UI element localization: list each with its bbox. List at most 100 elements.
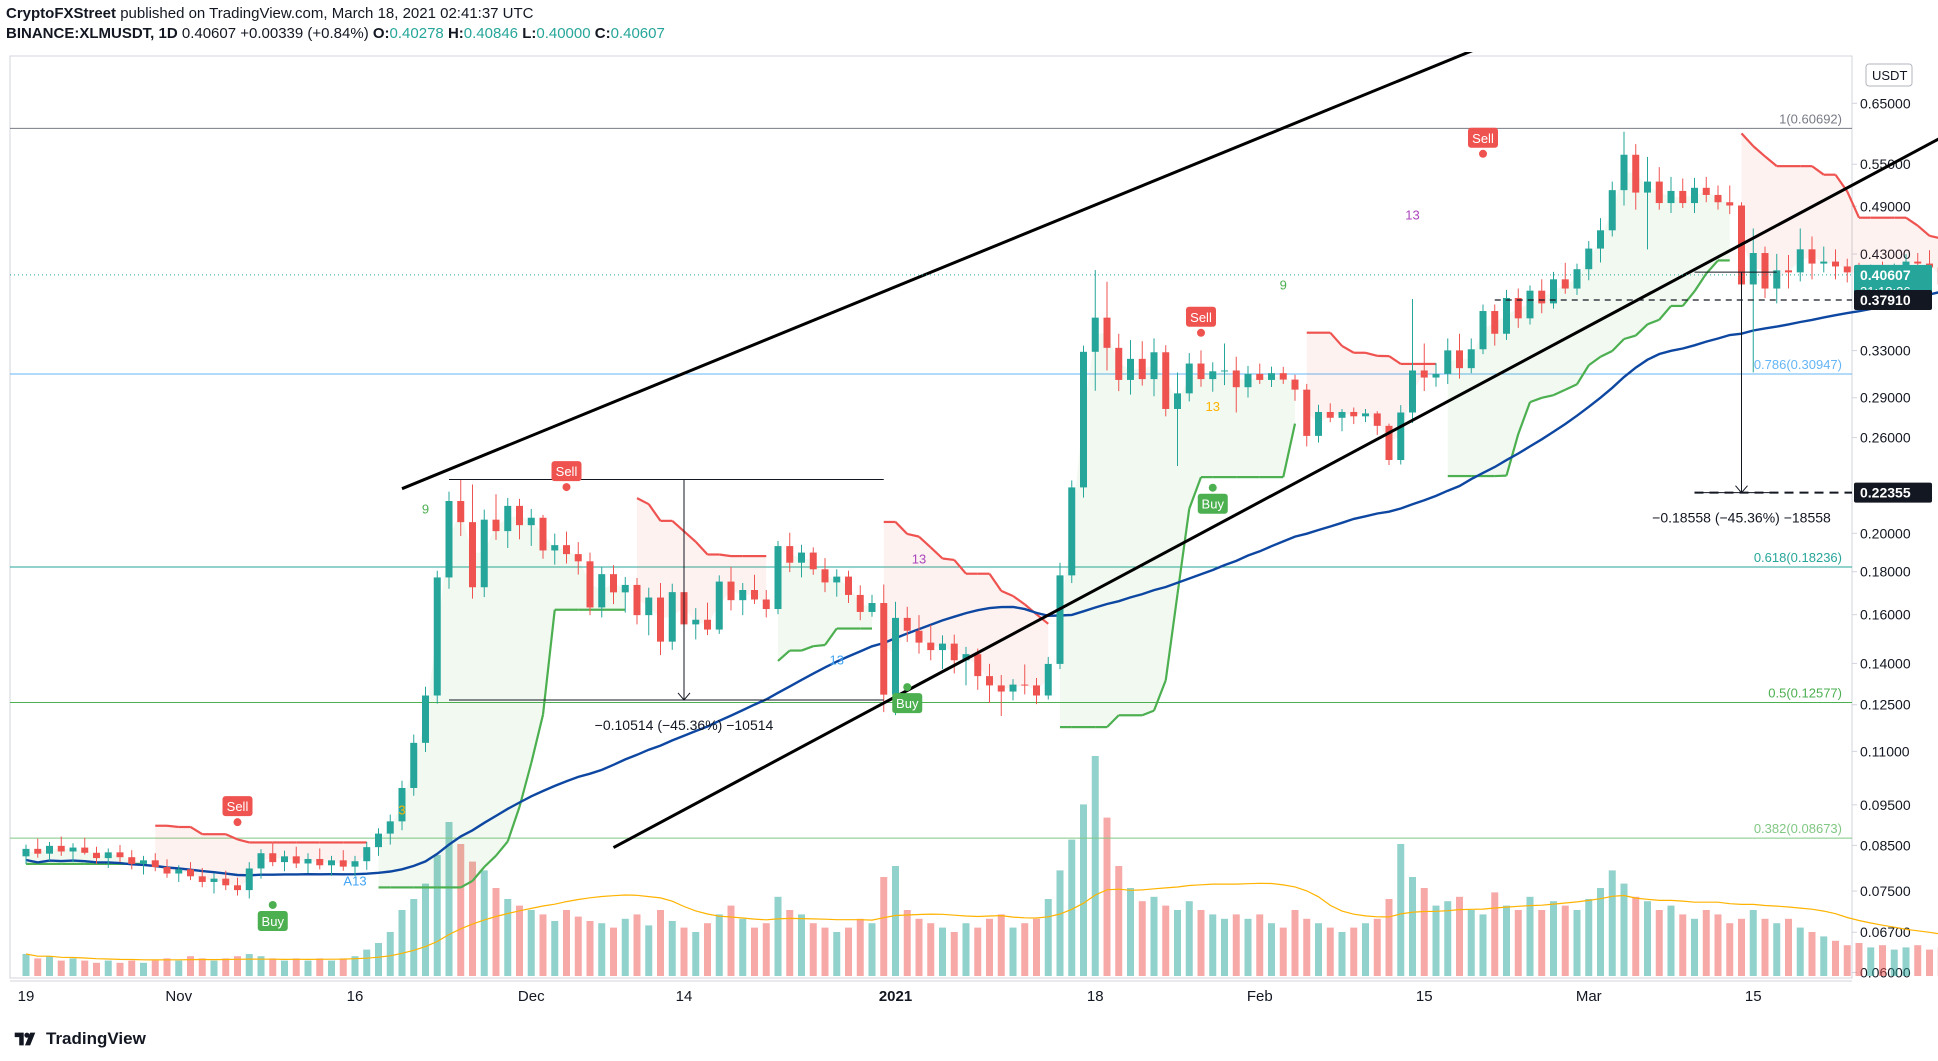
candle-body [986,676,993,686]
supertrend-fill [1624,172,1636,339]
candle-body [363,847,371,862]
tradingview-brand[interactable]: TradingView [46,1029,146,1048]
count-label: A13 [343,873,366,888]
supertrend-fill [1248,376,1260,478]
supertrend-segment [694,541,709,556]
volume-bar [1655,910,1663,976]
candle-body [69,847,77,852]
volume-bar [328,960,335,976]
candle-body [1409,370,1416,413]
volume-bar [633,914,641,976]
candle-body [104,852,112,859]
price-tick-label: 0.65000 [1860,95,1911,111]
supertrend-fill [1906,217,1918,265]
volume-bar [1044,899,1052,976]
supertrend-fill [1013,596,1025,689]
low-value: 0.40000 [536,25,591,42]
channel-upper-line [401,52,1473,491]
candle-body [22,848,30,857]
supertrend-fill [1330,332,1342,415]
candle-body [457,501,465,523]
symbol-label[interactable]: BINANCE:XLMUSDT, 1D [6,25,178,42]
supertrend-fill [1753,146,1765,271]
volume-bar [151,960,159,976]
candle-body [1115,347,1123,380]
candle-body [1573,269,1581,289]
supertrend-fill [966,573,978,665]
supertrend-segment [1764,155,1778,167]
price-tick-label: 0.43000 [1860,246,1911,262]
supertrend-fill [1659,192,1671,320]
candle-body [1726,202,1734,206]
candle-body [563,545,570,555]
candle-body [1432,373,1440,378]
candle-body [574,554,582,562]
candle-body [1209,371,1217,380]
close-label: C: [594,25,611,42]
supertrend-fill [155,825,167,871]
candle-body [281,856,288,863]
candle-body [962,654,970,661]
buy-signal-tag [1197,493,1228,514]
time-tick-label: Dec [518,988,545,1005]
supertrend-segment [1341,344,1355,354]
supertrend-fill [1024,604,1037,691]
volume-bar [187,956,194,976]
volume-bar [1491,892,1499,976]
volume-bar [962,923,970,976]
supertrend-segment [1564,383,1578,391]
candle-body [1467,349,1475,369]
volume-bar [680,927,688,976]
volume-bar [1902,947,1910,976]
candle-body [1256,373,1264,380]
volume-bar [245,954,253,976]
volume-bar [645,925,653,976]
volume-ma-line [25,882,1938,961]
price-chart[interactable]: 0.650000.550000.490000.430000.330000.290… [0,52,1938,1022]
supertrend-segment [683,530,697,543]
candle-body [1221,370,1228,372]
volume-bar [1879,945,1886,976]
volume-bar [1091,756,1099,976]
supertrend-fill [1870,217,1883,276]
sell-signal-tag [1186,306,1216,327]
supertrend-fill [1823,174,1836,265]
candle-body [1197,363,1205,380]
candle-body [1785,270,1792,273]
supertrend-segment [237,838,250,844]
buy-signal-tag [257,910,288,931]
candle-body [375,833,382,848]
supertrend-fill [554,547,567,610]
fib-level-label: 0.618(0.18236) [1754,550,1842,565]
sell-signal-tag [1468,127,1498,148]
signal-dot [1197,328,1205,337]
supertrend-segment [1576,364,1590,385]
candle-body [410,742,418,788]
volume-bar [1197,910,1205,976]
supertrend-fill [331,842,344,864]
tradingview-logo-icon[interactable] [10,1030,40,1048]
candle-body [187,869,194,877]
candle-body [386,821,394,834]
count-label: 13 [1405,207,1419,222]
supertrend-fill [977,573,990,681]
supertrend-fill [1212,370,1225,478]
measure-arrow-head [677,692,691,701]
volume-bar [1373,918,1381,976]
count-label: 13 [1206,399,1220,414]
time-tick-label: Mar [1576,988,1602,1005]
supertrend-segment [460,879,474,889]
volume-bar [821,927,829,976]
candle-body [1080,351,1087,488]
volume-bar [1244,918,1252,976]
supertrend-segment [1634,323,1649,337]
candle-body [939,643,946,651]
volume-bar [974,927,982,976]
volume-bar [786,910,794,976]
signal-label: Sell [1472,131,1494,146]
supertrend-segment [1752,145,1766,158]
supertrend-segment [1623,334,1637,341]
candle-body [1761,253,1769,289]
signal-dot [562,483,571,492]
publisher-name[interactable]: CryptoFXStreet [6,5,117,22]
